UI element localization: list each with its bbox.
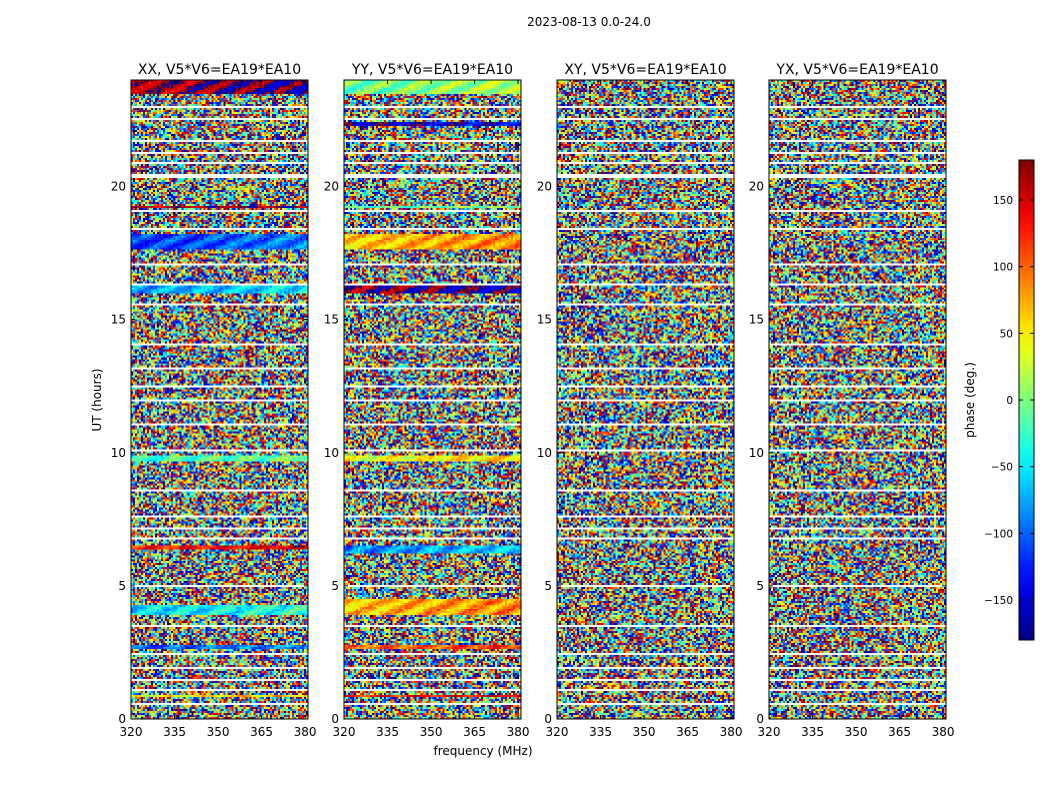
y-tick-label: 10 (749, 446, 764, 460)
phase-heatmap (769, 80, 946, 719)
x-tick-label: 365 (250, 725, 273, 739)
x-tick-label: 365 (888, 725, 911, 739)
phase-heatmap (557, 80, 734, 719)
panel-yy: YY, V5*V6=EA19*EA10 320 335 350 365 380 0 5 10 15… (324, 62, 530, 739)
x-tick-label: 320 (546, 725, 569, 739)
axes-frame (130, 79, 309, 720)
x-tick-label: 365 (463, 725, 486, 739)
x-tick-label: 335 (801, 725, 824, 739)
x-tick-label: 365 (676, 725, 699, 739)
y-tick-label: 0 (544, 712, 552, 726)
phase-heatmap (344, 80, 521, 719)
axes-frame (768, 79, 947, 720)
y-tick-label: 20 (111, 180, 126, 194)
y-tick-label: 5 (544, 579, 552, 593)
y-tick-label: 20 (537, 180, 552, 194)
x-tick-label: 320 (120, 725, 143, 739)
colorbar: −150 −100 −50 0 50 100 150 (984, 159, 1035, 641)
y-axis-label: UT (hours) (90, 368, 104, 431)
colorbar-tick-label: 150 (993, 195, 1013, 207)
colorbar-tick-label: −100 (984, 528, 1013, 540)
x-tick-label: 380 (507, 725, 530, 739)
y-tick-label: 15 (111, 313, 126, 327)
y-tick-label: 5 (118, 579, 126, 593)
panel-title: XY, V5*V6=EA19*EA10 (564, 62, 726, 78)
panel-title: YY, V5*V6=EA19*EA10 (351, 62, 513, 78)
x-tick-label: 335 (589, 725, 612, 739)
panel-title: YX, V5*V6=EA19*EA10 (775, 62, 938, 78)
y-tick-label: 10 (111, 446, 126, 460)
y-tick-label: 10 (324, 446, 339, 460)
y-tick-label: 15 (537, 313, 552, 327)
y-tick-label: 0 (331, 712, 339, 726)
y-tick-label: 5 (756, 579, 764, 593)
phase-heatmap (131, 80, 308, 719)
axes-frame (343, 79, 522, 720)
x-tick-label: 350 (420, 725, 443, 739)
y-tick-label: 0 (756, 712, 764, 726)
y-tick-label: 15 (324, 313, 339, 327)
y-tick-label: 15 (749, 313, 764, 327)
x-tick-label: 380 (720, 725, 743, 739)
colorbar-label: phase (deg.) (963, 362, 977, 438)
colorbar-tick-label: 50 (1000, 328, 1013, 340)
panel-title: XX, V5*V6=EA19*EA10 (138, 62, 301, 78)
figure-suptitle: 2023-08-13 0.0-24.0 (527, 15, 651, 29)
colorbar-tick-label: −150 (984, 595, 1013, 607)
panel-yx: YX, V5*V6=EA19*EA10 320 335 350 365 380 0 5 10 15… (749, 62, 955, 739)
panel-xx: XX, V5*V6=EA19*EA10 320 335 350 365 380 0 5 10 15… (111, 62, 317, 739)
y-tick-label: 5 (331, 579, 339, 593)
x-tick-label: 380 (294, 725, 317, 739)
x-tick-label: 350 (633, 725, 656, 739)
x-tick-label: 350 (845, 725, 868, 739)
x-tick-label: 380 (932, 725, 955, 739)
x-axis-label: frequency (MHz) (433, 744, 532, 758)
x-tick-label: 335 (376, 725, 399, 739)
colorbar-tick-label: −50 (991, 462, 1013, 474)
x-tick-label: 320 (758, 725, 781, 739)
x-tick-label: 335 (163, 725, 186, 739)
panel-xy: XY, V5*V6=EA19*EA10 320 335 350 365 380 0 5 10 15… (537, 62, 743, 739)
y-tick-label: 10 (537, 446, 552, 460)
y-tick-label: 20 (324, 180, 339, 194)
x-tick-label: 350 (207, 725, 230, 739)
colorbar-tick-label: 100 (993, 262, 1013, 274)
x-tick-label: 320 (333, 725, 356, 739)
axes-frame (556, 79, 735, 720)
y-tick-label: 20 (749, 180, 764, 194)
colorbar-tick-label: 0 (1006, 395, 1013, 407)
y-tick-label: 0 (118, 712, 126, 726)
